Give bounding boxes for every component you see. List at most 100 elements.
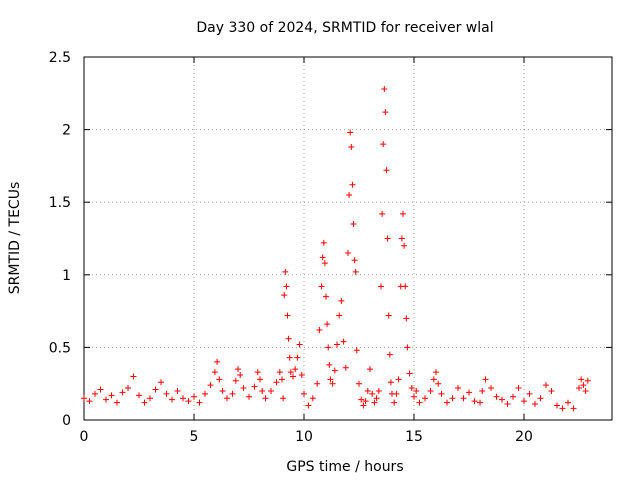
data-point	[229, 390, 236, 397]
data-point	[427, 387, 434, 394]
data-point	[400, 210, 406, 217]
data-point	[349, 181, 356, 188]
data-point	[224, 395, 230, 402]
data-point	[294, 354, 301, 361]
y-tick-label: 0	[62, 413, 71, 429]
data-point	[259, 387, 266, 394]
data-point	[521, 398, 527, 405]
data-point	[371, 399, 378, 406]
data-point	[279, 376, 285, 383]
data-point	[411, 393, 417, 400]
data-point	[387, 379, 394, 386]
data-point	[285, 335, 292, 342]
data-point	[334, 341, 340, 348]
data-point	[348, 144, 355, 151]
data-point	[379, 210, 386, 217]
data-point	[327, 376, 334, 383]
data-point	[314, 380, 321, 387]
data-point	[351, 257, 358, 264]
data-point	[367, 366, 373, 373]
data-point	[460, 395, 467, 402]
data-point	[402, 283, 409, 290]
data-point	[438, 390, 445, 397]
data-point	[422, 395, 428, 402]
y-axis-label: SRMTID / TECUs	[7, 182, 23, 295]
data-point	[578, 376, 585, 383]
data-point	[324, 321, 331, 328]
data-point	[416, 399, 423, 406]
data-point	[543, 382, 549, 389]
data-point	[273, 379, 280, 386]
data-point	[380, 141, 387, 148]
data-point	[433, 369, 439, 376]
data-point	[276, 369, 283, 376]
y-tick-label: 1	[62, 268, 71, 284]
data-point	[287, 369, 294, 376]
data-point	[284, 312, 291, 319]
data-point	[403, 315, 410, 322]
data-point	[435, 380, 442, 387]
chart-title: Day 330 of 2024, SRMTID for receiver wla…	[196, 20, 493, 36]
data-point	[369, 390, 376, 397]
data-point	[108, 392, 115, 399]
data-point	[326, 361, 333, 368]
data-point	[408, 385, 415, 392]
data-point	[237, 371, 244, 378]
data-point	[526, 390, 533, 397]
data-point	[268, 387, 274, 394]
data-point	[493, 393, 500, 400]
axis-ticks: 0 5 10 15 20 0 0.5 1 1.5 2 2.5	[49, 50, 612, 445]
y-tick-label: 2	[62, 123, 71, 139]
data-point	[325, 344, 332, 351]
data-point	[329, 380, 336, 387]
data-point	[207, 382, 214, 389]
data-point	[292, 366, 299, 373]
data-point	[383, 167, 390, 174]
data-point	[235, 366, 241, 373]
data-point	[548, 387, 555, 394]
data-point	[401, 242, 408, 249]
data-point	[174, 387, 181, 394]
data-point	[232, 377, 239, 384]
data-point	[449, 395, 456, 402]
data-point	[152, 386, 159, 393]
data-point	[406, 370, 413, 377]
data-point	[430, 376, 437, 383]
data-point	[147, 395, 153, 402]
data-point	[254, 369, 261, 376]
data-point	[196, 399, 203, 406]
data-point	[471, 398, 478, 405]
y-tick-label: 1.5	[49, 195, 71, 211]
data-point	[580, 382, 587, 389]
data-point	[114, 399, 120, 406]
data-point	[320, 239, 327, 246]
data-point	[479, 387, 486, 394]
data-point	[413, 387, 420, 394]
data-point	[350, 220, 357, 227]
data-point	[398, 235, 405, 242]
y-tick-label: 2.5	[49, 50, 71, 66]
data-point	[385, 312, 392, 319]
data-point	[214, 358, 221, 365]
data-point	[510, 393, 516, 400]
data-point	[323, 293, 329, 300]
data-point	[488, 385, 494, 392]
data-point	[584, 377, 591, 384]
data-point	[130, 373, 137, 380]
data-point	[570, 405, 577, 412]
data-point	[360, 402, 367, 409]
data-point	[455, 385, 461, 392]
x-tick-label: 0	[80, 429, 89, 445]
data-point	[444, 399, 450, 406]
data-point	[282, 268, 289, 275]
data-point	[281, 292, 288, 299]
data-point	[565, 399, 571, 406]
data-point	[321, 260, 328, 267]
data-point	[296, 341, 303, 348]
data-point	[290, 373, 296, 380]
data-point	[92, 390, 98, 397]
data-point	[358, 396, 365, 403]
data-point	[240, 385, 247, 392]
data-point	[169, 396, 175, 403]
